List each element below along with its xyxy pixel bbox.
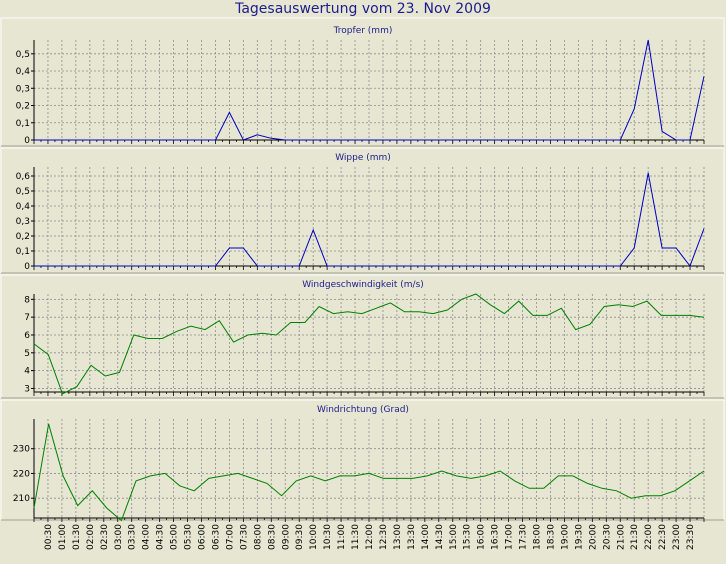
x-tick-label: 04:30 [156,524,166,550]
y-tick-label: 0,1 [16,119,30,129]
y-tick-label: 0,5 [16,50,30,60]
x-tick-label: 08:00 [253,524,263,550]
y-tick-label: 0,4 [16,67,31,77]
x-tick-label: 23:00 [672,524,682,550]
y-tick-label: 0,4 [16,202,31,212]
x-tick-label: 14:00 [421,524,431,550]
x-tick-label: 09:00 [281,524,291,550]
y-tick-label: 0,1 [16,247,30,257]
y-tick-label: 210 [13,494,30,504]
x-tick-label: 20:00 [588,524,598,550]
x-tick-label: 03:30 [128,524,138,550]
y-tick-label: 6 [24,331,30,341]
y-tick-label: 0,3 [16,84,30,94]
x-tick-label: 19:30 [574,524,584,550]
x-tick-label: 09:30 [295,524,305,550]
x-tick-label: 16:30 [491,524,501,550]
x-tick-label: 07:00 [225,524,235,550]
y-tick-label: 0,2 [16,102,30,112]
x-tick-label: 16:00 [477,524,487,550]
y-tick-label: 5 [24,349,30,359]
y-tick-label: 3 [24,384,30,394]
x-tick-label: 11:30 [351,524,361,550]
x-tick-label: 17:00 [505,524,515,550]
y-tick-label: 7 [24,313,30,323]
y-tick-label: 0,3 [16,217,30,227]
x-tick-label: 07:30 [239,524,249,550]
x-tick-label: 12:30 [379,524,389,550]
x-tick-label: 10:30 [323,524,333,550]
x-tick-label: 13:00 [393,524,403,550]
x-tick-label: 00:30 [44,524,54,550]
series-line [33,293,705,395]
x-tick-label: 19:00 [560,524,570,550]
x-tick-label: 17:30 [519,524,529,550]
x-tick-label: 18:30 [546,524,556,550]
y-tick-label: 0,6 [16,172,31,182]
y-tick-label: 4 [24,367,30,377]
panel-title: Tropfer (mm) [333,26,393,36]
x-tick-label: 21:00 [616,524,626,550]
x-tick-label: 11:00 [337,524,347,550]
x-tick-label: 22:30 [658,524,668,550]
x-tick-label: 23:30 [686,524,696,550]
x-tick-label: 06:00 [198,524,208,550]
x-tick-label: 12:00 [365,524,375,550]
x-tick-label: 15:30 [463,524,473,550]
x-tick-label: 05:00 [170,524,180,550]
x-tick-label: 10:00 [309,524,319,550]
x-tick-label: 04:00 [142,524,152,550]
x-tick-label: 01:30 [72,524,82,550]
x-tick-label: 18:00 [533,524,543,550]
x-tick-label: 20:30 [602,524,612,550]
x-tick-label: 02:00 [86,524,96,550]
panel-title: Windrichtung (Grad) [317,405,409,415]
panel-title: Wippe (mm) [335,153,391,163]
x-tick-label: 06:30 [211,524,221,550]
panel-title: Windgeschwindigkeit (m/s) [302,280,424,290]
series-line [34,39,705,141]
y-tick-label: 0,2 [16,232,30,242]
series-line [33,423,705,522]
x-tick-label: 21:30 [630,524,640,550]
x-tick-label: 08:30 [267,524,277,550]
x-tick-label: 15:00 [449,524,459,550]
x-tick-label: 05:30 [184,524,194,550]
x-tick-label: 03:00 [114,524,124,550]
y-tick-label: 220 [13,469,30,479]
x-tick-label: 02:30 [100,524,110,550]
x-tick-label: 14:30 [435,524,445,550]
y-tick-label: 8 [24,295,30,305]
page-title: Tagesauswertung vom 23. Nov 2009 [235,1,491,17]
x-tick-label: 13:30 [407,524,417,550]
y-tick-label: 0 [24,136,30,146]
y-tick-label: 0,5 [16,187,30,197]
x-tick-label: 01:00 [58,524,68,550]
y-tick-label: 230 [13,445,30,455]
series-line [34,172,705,268]
y-tick-label: 0 [24,262,30,272]
x-tick-label: 22:00 [644,524,654,550]
